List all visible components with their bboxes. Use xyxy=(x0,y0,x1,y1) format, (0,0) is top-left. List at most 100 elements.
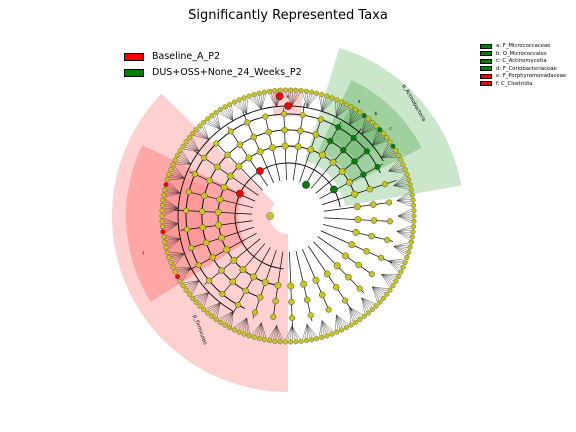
clade-node xyxy=(219,291,226,298)
clade-node xyxy=(234,301,241,308)
leaf-node xyxy=(190,131,196,137)
leaf-node xyxy=(334,329,340,335)
legend-entry-baseline: Baseline_A_P2 xyxy=(124,51,302,63)
leaf-branch xyxy=(209,120,221,130)
leaf-branch xyxy=(393,246,408,248)
leaf-node xyxy=(193,127,199,133)
taxa-legend-label: f: C_Clostridia xyxy=(496,80,533,87)
leaf-branch xyxy=(179,267,191,277)
leaf-node xyxy=(348,322,354,328)
leaf-branch xyxy=(186,280,200,288)
leaf-branch xyxy=(238,317,247,330)
leaf-branch xyxy=(361,297,369,311)
leaf-node xyxy=(402,167,408,173)
clade-node xyxy=(303,296,311,304)
leaf-branch xyxy=(396,200,412,202)
leaf-branch xyxy=(166,191,181,194)
clade-node xyxy=(318,151,326,159)
leaf-branch xyxy=(397,213,413,217)
leaf-node xyxy=(298,338,304,344)
leaf-branch xyxy=(164,206,179,209)
leaf-branch xyxy=(381,149,393,158)
leaf-branch xyxy=(361,297,375,306)
clade-node xyxy=(370,217,378,224)
leaf-branch xyxy=(214,302,221,317)
leaf-branch xyxy=(182,151,192,165)
leaf-node xyxy=(334,97,340,103)
clade-node xyxy=(307,312,314,319)
leaf-node xyxy=(227,101,233,107)
leaf-node xyxy=(373,303,379,309)
leaf-branch xyxy=(372,286,384,295)
leaf-node xyxy=(193,299,199,305)
leaf-branch xyxy=(393,175,406,186)
leaf-branch xyxy=(393,184,408,186)
leaf-node xyxy=(163,182,169,188)
leaf-branch xyxy=(336,104,343,118)
leaf-branch xyxy=(336,107,349,118)
leaf-node xyxy=(314,336,320,342)
leaf-branch xyxy=(221,311,234,321)
leaf-node xyxy=(180,143,186,149)
clade-node xyxy=(250,273,258,281)
leaf-node xyxy=(411,208,417,214)
leaf-branch xyxy=(372,286,381,299)
leaf-branch xyxy=(396,225,412,232)
leaf-node xyxy=(402,259,408,265)
leaf-node xyxy=(357,110,363,116)
clade-node xyxy=(274,281,282,289)
leaf-node xyxy=(409,234,415,240)
clade-node xyxy=(262,113,269,120)
clade-node xyxy=(227,128,234,135)
leaf-node xyxy=(213,316,219,322)
leaf-node xyxy=(400,264,406,270)
leaf-branch xyxy=(273,325,277,340)
leaf-node xyxy=(213,110,219,116)
leaf-node xyxy=(369,307,375,313)
leaf-branch xyxy=(254,322,262,336)
leaf-branch xyxy=(187,142,200,152)
leaf-branch xyxy=(321,320,329,334)
leaf-branch xyxy=(381,153,396,158)
leaf-branch xyxy=(393,244,409,247)
leaf-branch xyxy=(349,109,351,125)
leaf-branch xyxy=(168,182,181,194)
leaf-branch xyxy=(167,238,181,248)
leaf-node xyxy=(398,157,404,163)
leaf-node xyxy=(406,249,412,255)
leaf-branch xyxy=(396,231,410,241)
leaf-node xyxy=(163,244,169,250)
clade-node xyxy=(368,271,375,278)
clade-node xyxy=(201,154,208,161)
clade-node xyxy=(352,228,360,236)
leaf-branch xyxy=(183,148,200,152)
taxa-legend-entry: b: O_Micrococcales xyxy=(480,51,566,57)
clade-node xyxy=(332,283,340,291)
leaf-branch xyxy=(396,194,411,201)
leaf-node xyxy=(183,139,189,145)
leaf-node xyxy=(186,291,192,297)
leaf-branch xyxy=(396,200,412,207)
clade-node xyxy=(256,294,264,301)
leaf-branch xyxy=(349,112,358,125)
leaf-node xyxy=(217,319,223,325)
clade-node xyxy=(312,131,320,138)
clade-node xyxy=(183,207,190,214)
leaf-branch xyxy=(163,218,179,224)
leaf-branch xyxy=(172,170,185,179)
leaf-branch xyxy=(306,324,313,338)
leaf-node xyxy=(395,152,401,158)
leaf-node xyxy=(377,127,383,133)
clade-node xyxy=(191,171,198,178)
clade-node xyxy=(350,134,357,141)
leaf-branch xyxy=(372,133,381,146)
leaf-branch xyxy=(335,101,337,118)
leaf-branch xyxy=(361,297,376,304)
taxa-legend-label: a: F_Micrococcaceae xyxy=(496,43,551,49)
leaf-branch xyxy=(361,120,367,135)
leaf-node xyxy=(353,319,359,325)
leaf-branch xyxy=(276,325,281,340)
leaf-node xyxy=(384,135,390,141)
leaf-branch xyxy=(388,260,399,273)
clade-node xyxy=(360,171,367,178)
